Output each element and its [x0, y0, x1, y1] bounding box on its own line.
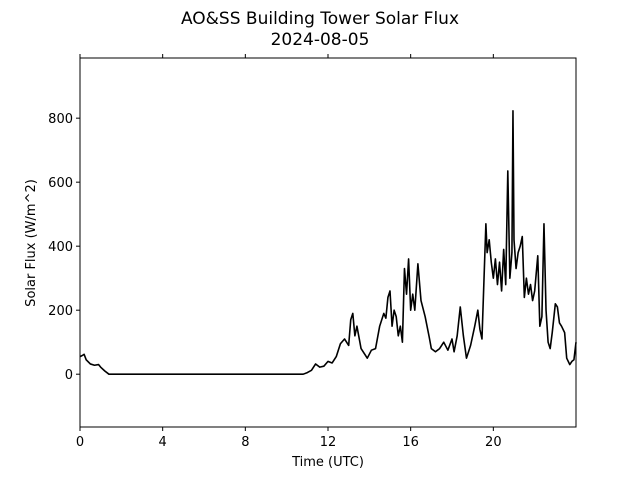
data-line [79, 110, 577, 375]
x-tick-label: 8 [241, 435, 249, 450]
chart-subtitle: 2024-08-05 [271, 30, 370, 50]
y-tick-label: 0 [65, 368, 73, 383]
y-axis-label: Solar Flux (W/m^2) [24, 179, 39, 307]
y-tick-label: 600 [48, 176, 73, 191]
plot-frame [79, 57, 577, 428]
chart-title: AO&SS Building Tower Solar Flux [181, 9, 459, 29]
y-tick-label: 800 [48, 112, 73, 127]
x-tick-label: 16 [402, 435, 419, 450]
x-tick-label: 4 [159, 435, 167, 450]
x-axis-label: Time (UTC) [291, 455, 364, 470]
y-tick-label: 200 [48, 304, 73, 319]
x-tick-label: 0 [76, 435, 84, 450]
x-tick-label: 12 [320, 435, 337, 450]
y-tick-label: 400 [48, 240, 73, 255]
x-tick-label: 20 [485, 435, 502, 450]
